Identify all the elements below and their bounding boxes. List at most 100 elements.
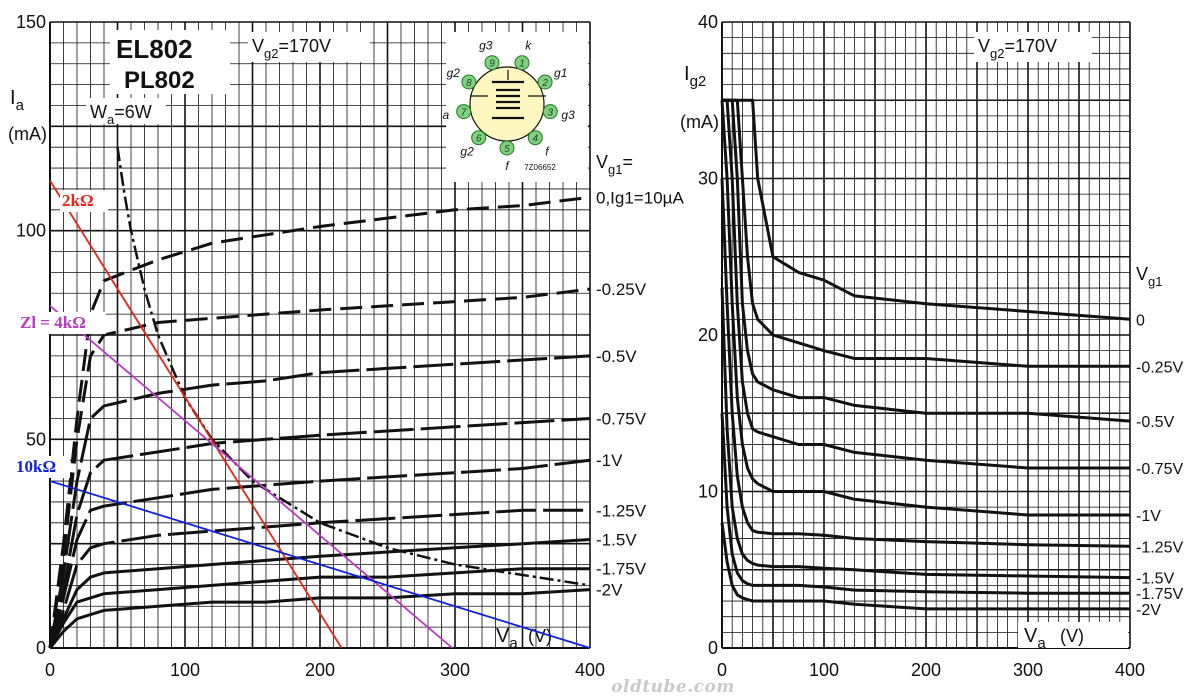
socket-pin-label: a: [443, 108, 450, 122]
y-tick-label: 150: [16, 12, 46, 32]
legend-backdrop: [592, 140, 692, 640]
series-label: -0.75V: [1136, 461, 1183, 478]
x-tick-label: 200: [305, 660, 335, 680]
x-axis-title: Va: [496, 625, 518, 652]
socket-pin: [542, 104, 558, 120]
ia-curve: [48, 588, 591, 649]
legend-subscript: g1: [1148, 274, 1162, 289]
socket-pin-number: 6: [476, 134, 482, 145]
condition-symbol: V: [978, 36, 990, 56]
load-line-label-backdrop: [14, 456, 70, 478]
y-axis-unit: (mA): [8, 124, 47, 144]
socket-pin-label: g1: [554, 66, 567, 80]
ia-curve: [48, 354, 591, 649]
ig2-curve: [720, 413, 1130, 595]
y-axis-unit: (mA): [680, 112, 719, 132]
condition-value: =170V: [1004, 36, 1057, 56]
x-tick-label: 300: [440, 660, 470, 680]
socket-pin-label: g2: [460, 145, 474, 159]
dissipation-subscript: a: [107, 112, 115, 127]
series-label: -2V: [1136, 602, 1161, 619]
socket-pin: [499, 140, 515, 156]
socket-pin-label: f: [545, 145, 550, 159]
y-tick-label: 30: [698, 169, 718, 189]
x-tick-label: 0: [45, 660, 55, 680]
x-axis-subscript: a: [1037, 635, 1046, 652]
y-tick-label: 0: [708, 638, 718, 658]
series-label: -0.5V: [596, 347, 637, 366]
x-tick-label: 400: [1115, 660, 1145, 680]
condition-label: Vg2=170V: [978, 36, 1057, 61]
y-axis-subscript: a: [16, 97, 25, 114]
x-axis-unit: (V): [1060, 626, 1084, 646]
ig2-curve: [722, 98, 1130, 368]
chart-subtitle: PL802: [124, 67, 195, 94]
dissipation-label-backdrop: [86, 98, 166, 124]
watermark-text: oldtube.com: [611, 677, 735, 697]
ia-curve: [48, 538, 591, 649]
series-label: -2V: [596, 581, 623, 600]
dissipation-label: Wa=6W: [90, 102, 152, 127]
socket-pin: [537, 74, 553, 90]
load-line: [49, 480, 591, 649]
ia-curve: [48, 458, 591, 649]
series-label: -1V: [1136, 508, 1161, 525]
socket-pin-label: g3: [561, 108, 575, 122]
x-axis-symbol: V: [496, 625, 510, 647]
y-axis-title: Ia: [10, 87, 25, 114]
socket-pin-number: 7: [461, 108, 467, 119]
condition-subscript: g2: [990, 46, 1004, 61]
legend-backdrop: [1132, 250, 1200, 650]
socket-pin: [456, 104, 472, 120]
ig2-curve: [720, 100, 1130, 517]
socket-pin: [527, 130, 543, 146]
condition-label: Vg2=170V: [252, 36, 331, 61]
y-axis-subscript: g2: [690, 73, 707, 90]
socket-pin: [484, 55, 500, 71]
y-axis-title: Ig2: [684, 63, 706, 90]
x-axis-title: Va: [1024, 625, 1046, 652]
right-y-title-backdrop: [676, 60, 720, 138]
socket-pin: [514, 55, 530, 71]
dissipation-symbol: W: [90, 102, 107, 122]
series-label: -1.5V: [596, 530, 637, 549]
socket-pin-label: g2: [447, 66, 461, 80]
valve-electrodes-icon: [492, 80, 524, 120]
x-tick-label: 200: [911, 660, 941, 680]
socket-pin-number: 5: [504, 144, 510, 155]
x-tick-label: 100: [170, 660, 200, 680]
y-tick-label: 100: [16, 221, 46, 241]
ig2-curve: [722, 98, 1131, 423]
socket-pin-label: f: [505, 159, 510, 173]
load-line-label-backdrop: [60, 190, 108, 212]
socket-pin-number: 1: [519, 59, 525, 70]
series-label: -1V: [596, 451, 623, 470]
socket-pin-number: 4: [533, 134, 539, 145]
series-label: 0,Ig1=10µA: [596, 188, 684, 207]
ig2-curve: [720, 288, 1131, 580]
title-backdrop: [110, 30, 230, 94]
y-tick-label: 0: [36, 638, 46, 658]
condition-backdrop: [974, 32, 1092, 62]
ig2-curve: [722, 98, 1130, 470]
ia-curve: [48, 508, 590, 649]
series-label: -1.75V: [1136, 586, 1183, 603]
legend-title: Vg1: [1136, 264, 1162, 289]
legend-symbol: V: [1136, 264, 1148, 284]
series-label: -0.25V: [1136, 359, 1183, 376]
socket-pin-number: 3: [548, 108, 554, 119]
load-line: [49, 305, 453, 649]
dissipation-value: =6W: [114, 102, 152, 122]
ig2-curve: [720, 522, 1130, 611]
ig2-curve: [720, 178, 1131, 548]
y-tick-label: 40: [698, 12, 718, 32]
condition-backdrop: [248, 32, 370, 62]
valve-leads-icon: [470, 70, 546, 97]
load-line-label: 10kΩ: [16, 457, 56, 476]
condition-symbol: V: [252, 36, 264, 56]
series-label: -1.25V: [596, 501, 647, 520]
